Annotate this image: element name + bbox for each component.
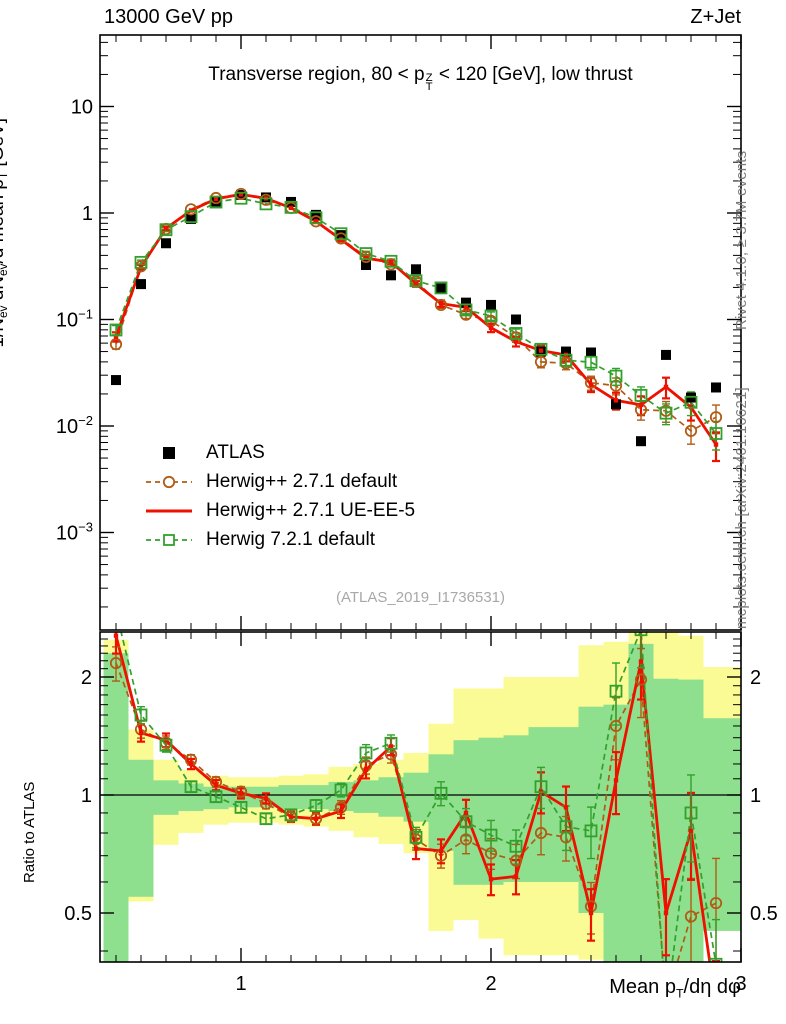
series-errorbars-main <box>112 215 720 451</box>
ratio-y-tick-label-left: 0.5 <box>64 903 92 925</box>
main-y-tick-label: 1 <box>82 203 93 225</box>
ratio-y-tick-label-right: 1 <box>750 785 761 807</box>
legend-item-herwigpp-ueee5: Herwig++ 2.7.1 UE-EE-5 <box>146 496 415 525</box>
series-markers-main <box>109 191 723 440</box>
series-line-main <box>115 193 717 432</box>
main-y-axis-label: 1/Nev dNev/d mean pT [GeV]−1 <box>0 118 10 348</box>
series-markers-ratio <box>109 657 723 923</box>
ratio-y-tick-label-right: 2 <box>750 667 761 689</box>
green-band-bin <box>278 785 304 810</box>
green-band-bin <box>703 718 741 931</box>
ratio-y-tick-label-left: 1 <box>81 785 92 807</box>
legend-label: Herwig++ 2.7.1 UE-EE-5 <box>206 499 416 521</box>
x-tick-label: 3 <box>735 973 746 995</box>
legend-item-atlas: ATLAS <box>146 438 415 467</box>
ratio-y-tick-label-right: 0.5 <box>750 903 778 925</box>
series-errorbars-main <box>112 218 720 463</box>
ratio-y-axis-label: Ratio to ATLAS <box>21 781 38 883</box>
main-y-tick-label: 10−3 <box>56 520 93 545</box>
x-tick-label: 1 <box>235 973 246 995</box>
legend-item-herwigpp-default: Herwig++ 2.7.1 default <box>146 467 415 496</box>
analysis-watermark: (ATLAS_2019_I1736531) <box>335 589 505 606</box>
atlas-filled-square-icon <box>163 446 175 459</box>
legend: ATLAS Herwig++ 2.7.1 default Herwig++ 2.… <box>146 438 415 554</box>
main-panel-frame <box>99 34 742 631</box>
ratio-panel-frame <box>99 631 742 963</box>
green-band-bin <box>103 653 129 962</box>
main-y-tick-label: 10−2 <box>56 413 93 438</box>
process-label: Z+Jet <box>690 6 741 28</box>
rivet-credit: Rivet 4.1.0, ≥ 3.7M events <box>733 150 750 330</box>
green-band-bin <box>153 780 179 815</box>
series-markers-ratio <box>134 632 723 962</box>
dashed-open-circle-icon <box>146 475 192 488</box>
dashed-open-square-icon <box>146 533 192 546</box>
main-y-tick-label: 10 <box>71 97 93 119</box>
atlas-data-points <box>111 189 721 447</box>
legend-item-herwig7-default: Herwig 7.2.1 default <box>146 525 415 554</box>
series-line-main <box>115 197 717 435</box>
series-markers-main <box>113 192 719 447</box>
beam-energy-label: 13000 GeV pp <box>104 6 233 28</box>
legend-label: ATLAS <box>206 441 265 463</box>
green-band-bin <box>128 759 154 897</box>
x-tick-label: 2 <box>485 973 496 995</box>
solid-red-line-icon <box>146 509 192 512</box>
x-axis-label: Mean pT/dη dφ <box>609 976 741 1001</box>
series-line-main <box>114 192 718 446</box>
legend-label: Herwig 7.2.1 default <box>206 528 375 550</box>
ratio-y-tick-label-left: 2 <box>81 667 92 689</box>
main-y-tick-label: 10−1 <box>56 307 93 332</box>
axis-tick-labels: 10 1 10−1 10−2 10−3 2 2 1 1 0.5 0.5 1 2 3 <box>56 97 778 996</box>
series-errorbars-main <box>112 219 720 445</box>
legend-label: Herwig++ 2.7.1 default <box>206 470 398 492</box>
